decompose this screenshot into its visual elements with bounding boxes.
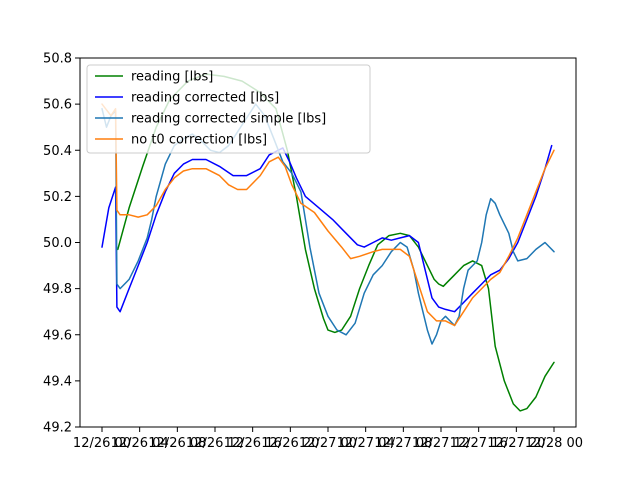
x-tick-label: 12/27 08 — [374, 436, 432, 451]
y-tick-label: 50.2 — [43, 190, 72, 205]
x-tick-label: 12/26 08 — [148, 436, 206, 451]
legend: reading [lbs] reading corrected [lbs] read… — [86, 64, 371, 154]
y-tick-label: 49.8 — [43, 282, 72, 297]
x-tick-label: 12/27 16 — [450, 436, 508, 451]
y-tick-label: 49.6 — [43, 328, 72, 343]
x-tick-label: 12/27 00 — [299, 436, 357, 451]
legend-label: no t0 correction [lbs] — [131, 133, 267, 148]
y-tick-label: 50.0 — [43, 236, 72, 251]
x-tick-label: 12/26 16 — [224, 436, 282, 451]
legend-label: reading [lbs] — [131, 70, 213, 85]
x-tick-label: 12/27 04 — [337, 436, 395, 451]
x-tick-label: 12/26 04 — [111, 436, 169, 451]
x-tick-label: 12/26 00 — [73, 436, 131, 451]
ticks-layer: 49.2 49.4 49.6 49.8 50.0 50.2 50.4 50.6 50.8 12/2… — [43, 52, 583, 452]
series-line-3 — [101, 103, 555, 327]
y-tick-label: 49.2 — [43, 421, 72, 436]
x-tick-label: 12/27 20 — [487, 436, 545, 451]
legend-label: reading corrected [lbs] — [131, 91, 279, 106]
x-tick-label: 12/26 12 — [186, 436, 244, 451]
y-tick-label: 49.4 — [43, 374, 72, 389]
y-tick-label: 50.6 — [43, 98, 72, 113]
y-tick-label: 50.8 — [43, 52, 72, 67]
x-tick-label: 12/28 00 — [525, 436, 583, 451]
x-tick-label: 12/26 20 — [261, 436, 319, 451]
legend-box — [86, 64, 371, 154]
legend-label: reading corrected simple [lbs] — [131, 112, 326, 127]
y-tick-label: 50.4 — [43, 144, 72, 159]
x-tick-label: 12/27 12 — [412, 436, 470, 451]
series-line-1 — [101, 144, 553, 313]
series-line-2 — [101, 103, 555, 345]
